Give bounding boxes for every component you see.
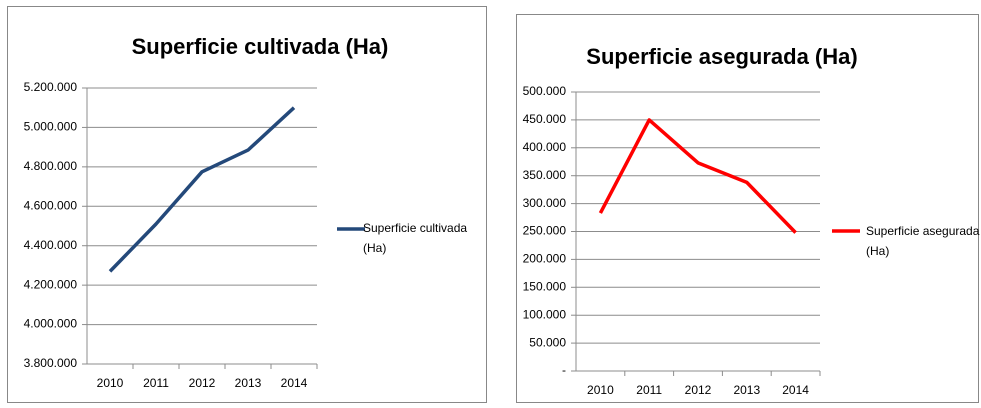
y-tick-label: 300.000	[523, 196, 567, 210]
x-tick-label: 2014	[782, 383, 809, 397]
y-tick-label: 200.000	[523, 252, 567, 266]
y-tick-label: -	[562, 363, 566, 377]
chart-border	[516, 14, 979, 403]
y-tick-label: 4.800.000	[24, 159, 78, 173]
y-tick-label: 350.000	[523, 168, 567, 182]
y-tick-label: 500.000	[523, 84, 567, 98]
x-tick-label: 2014	[281, 376, 308, 390]
legend-label: Superficie asegurada (Ha)	[866, 224, 980, 258]
y-tick-label: 4.000.000	[24, 317, 78, 331]
x-tick-label: 2012	[685, 383, 712, 397]
y-tick-label: 3.800.000	[24, 356, 78, 370]
y-tick-label: 5.000.000	[24, 120, 78, 134]
y-tick-label: 4.400.000	[24, 238, 78, 252]
y-tick-label: 100.000	[523, 307, 567, 321]
x-tick-label: 2011	[636, 383, 662, 397]
y-tick-label: 250.000	[523, 224, 567, 238]
data-line	[598, 118, 797, 234]
x-tick-label: 2013	[733, 383, 760, 397]
y-tick-label: 150.000	[523, 279, 567, 293]
chart-title: Superficie cultivada (Ha)	[132, 34, 389, 59]
data-line	[108, 106, 296, 273]
y-tick-label: 5.200.000	[24, 80, 78, 94]
y-tick-label: 4.600.000	[24, 198, 78, 212]
x-tick-label: 2011	[143, 376, 169, 390]
x-tick-label: 2010	[97, 376, 124, 390]
y-tick-label: 50.000	[529, 335, 566, 349]
y-tick-label: 4.200.000	[24, 277, 78, 291]
legend-label: Superficie cultivada (Ha)	[363, 221, 468, 255]
y-tick-label: 400.000	[523, 140, 567, 154]
chart-border	[7, 6, 487, 403]
x-tick-label: 2013	[235, 376, 262, 390]
x-tick-label: 2012	[189, 376, 216, 390]
x-tick-label: 2010	[587, 383, 614, 397]
chart-title: Superficie asegurada (Ha)	[586, 44, 857, 69]
y-tick-label: 450.000	[523, 112, 567, 126]
